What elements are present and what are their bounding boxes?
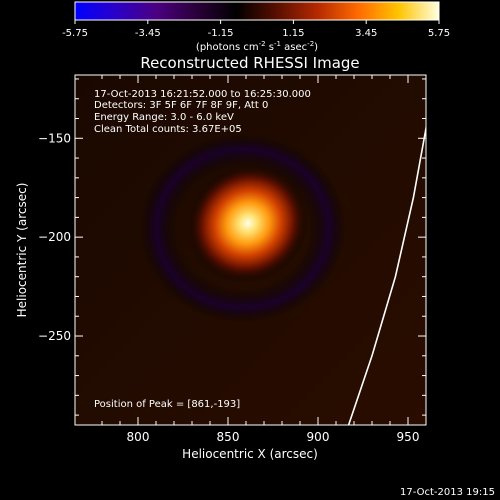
colorbar-ticks: -5.75 -3.45 -1.15 1.15 3.45 5.75: [62, 20, 450, 39]
colorbar-unit-label: (photons cm-2 s-1 asec-2): [196, 40, 318, 53]
x-tick-label: 900: [307, 430, 330, 444]
colorbar: -5.75 -3.45 -1.15 1.15 3.45 5.75 (photons cm-…: [62, 1, 450, 53]
y-axis-label: Heliocentric Y (arcsec): [15, 183, 29, 318]
colorbar-tick-label: -5.75: [62, 28, 88, 39]
info-block: 17-Oct-2013 16:21:52.000 to 16:25:30.000…: [94, 89, 311, 135]
x-tick-label: 850: [217, 430, 240, 444]
flare-source: [187, 163, 309, 283]
solar-image: [75, 75, 426, 425]
x-tick-label: 800: [127, 430, 150, 444]
info-line-energy: Energy Range: 3.0 - 6.0 keV: [94, 112, 234, 123]
info-line-counts: Clean Total counts: 3.67E+05: [94, 124, 242, 135]
y-tick-label: −150: [38, 131, 71, 145]
colorbar-tick-label: -3.45: [135, 28, 161, 39]
solar-limb-curve: [347, 123, 426, 425]
y-tick-label: −200: [38, 230, 71, 244]
colorbar-tick-label: -1.15: [208, 28, 234, 39]
y-tick-label: −250: [38, 329, 71, 343]
plot-frame: [74, 74, 427, 426]
colorbar-tick-label: 5.75: [428, 28, 450, 39]
x-tick-label: 950: [397, 430, 420, 444]
x-axis-label: Heliocentric X (arcsec): [182, 447, 318, 461]
colorbar-tick-label: 1.15: [282, 28, 304, 39]
axis-ticks: 800 850 900 950 −150 −200 −250: [38, 75, 427, 444]
info-line-detectors: Detectors: 3F 5F 6F 7F 8F 9F, Att 0: [94, 100, 268, 111]
colorbar-bar: [74, 1, 440, 21]
info-line-time: 17-Oct-2013 16:21:52.000 to 16:25:30.000: [94, 89, 311, 100]
colorbar-tick-label: 3.45: [355, 28, 377, 39]
plot-title: Reconstructed RHESSI Image: [140, 54, 359, 72]
peak-position-text: Position of Peak = [861,-193]: [94, 399, 240, 410]
footer-timestamp: 17-Oct-2013 19:15: [400, 487, 495, 498]
